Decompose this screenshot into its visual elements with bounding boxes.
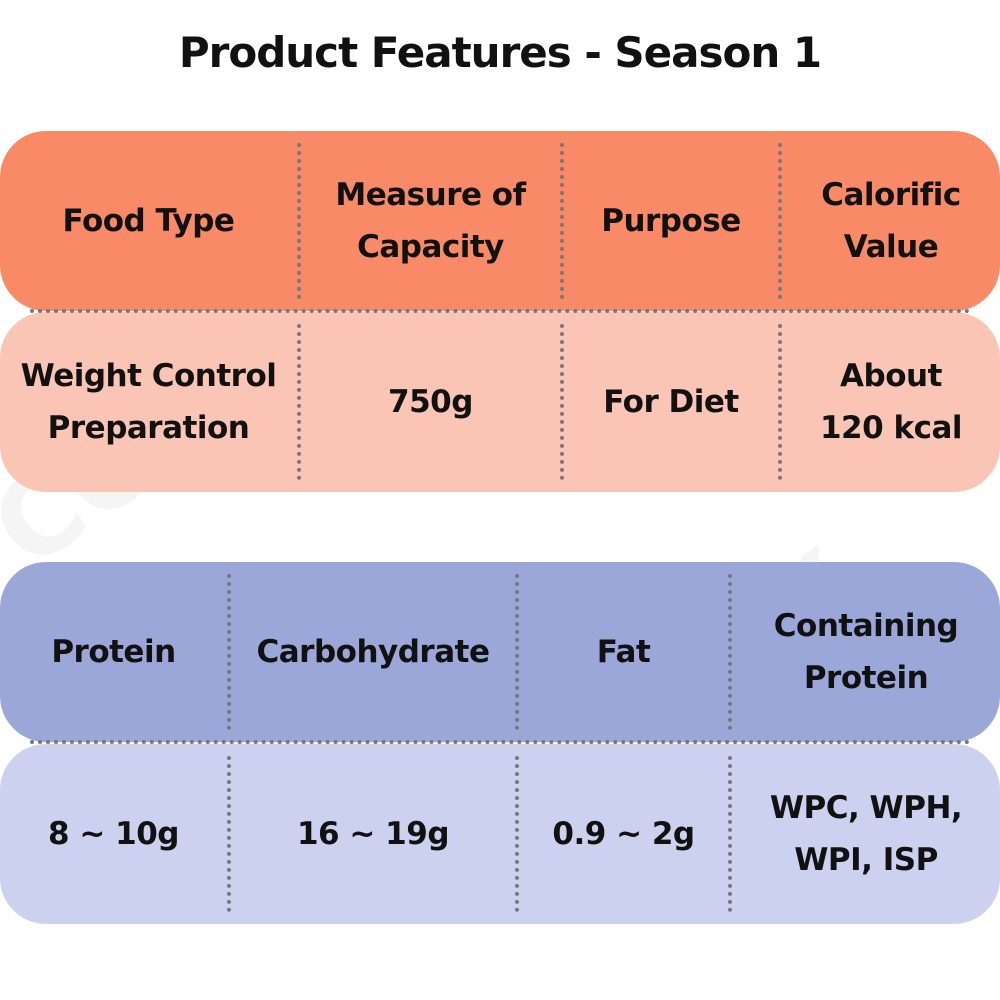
header-row: Protein Carbohydrate Fat Containing Prot…: [0, 562, 1000, 742]
header-cell: Carbohydrate: [227, 574, 515, 730]
value-cell: For Diet: [560, 324, 778, 480]
header-row: Food Type Measure of Capacity Purpose Ca…: [0, 131, 1000, 311]
value-cell: 0.9 ~ 2g: [515, 756, 728, 912]
header-cell: Purpose: [560, 143, 778, 299]
header-cell: Protein: [51, 634, 176, 670]
value-cell: 8 ~ 10g: [48, 816, 179, 852]
header-cell: Measure of Capacity: [297, 143, 560, 299]
value-row: 8 ~ 10g 16 ~ 19g 0.9 ~ 2g WPC, WPH, WPI,…: [0, 744, 1000, 924]
header-cell: Calorific Value: [778, 143, 1000, 299]
separator: [30, 740, 970, 744]
value-cell: Weight Control Preparation: [20, 358, 277, 446]
header-cell: Containing Protein: [728, 574, 1000, 730]
value-row: Weight Control Preparation 750g For Diet…: [0, 312, 1000, 492]
separator: [30, 309, 970, 313]
header-cell: Food Type: [62, 203, 235, 239]
value-cell: WPC, WPH, WPI, ISP: [728, 756, 1000, 912]
header-cell: Fat: [515, 574, 728, 730]
value-cell: 16 ~ 19g: [227, 756, 515, 912]
title: Product Features - Season 1: [178, 28, 822, 77]
value-cell: About 120 kcal: [778, 324, 1000, 480]
value-cell: 750g: [297, 324, 560, 480]
